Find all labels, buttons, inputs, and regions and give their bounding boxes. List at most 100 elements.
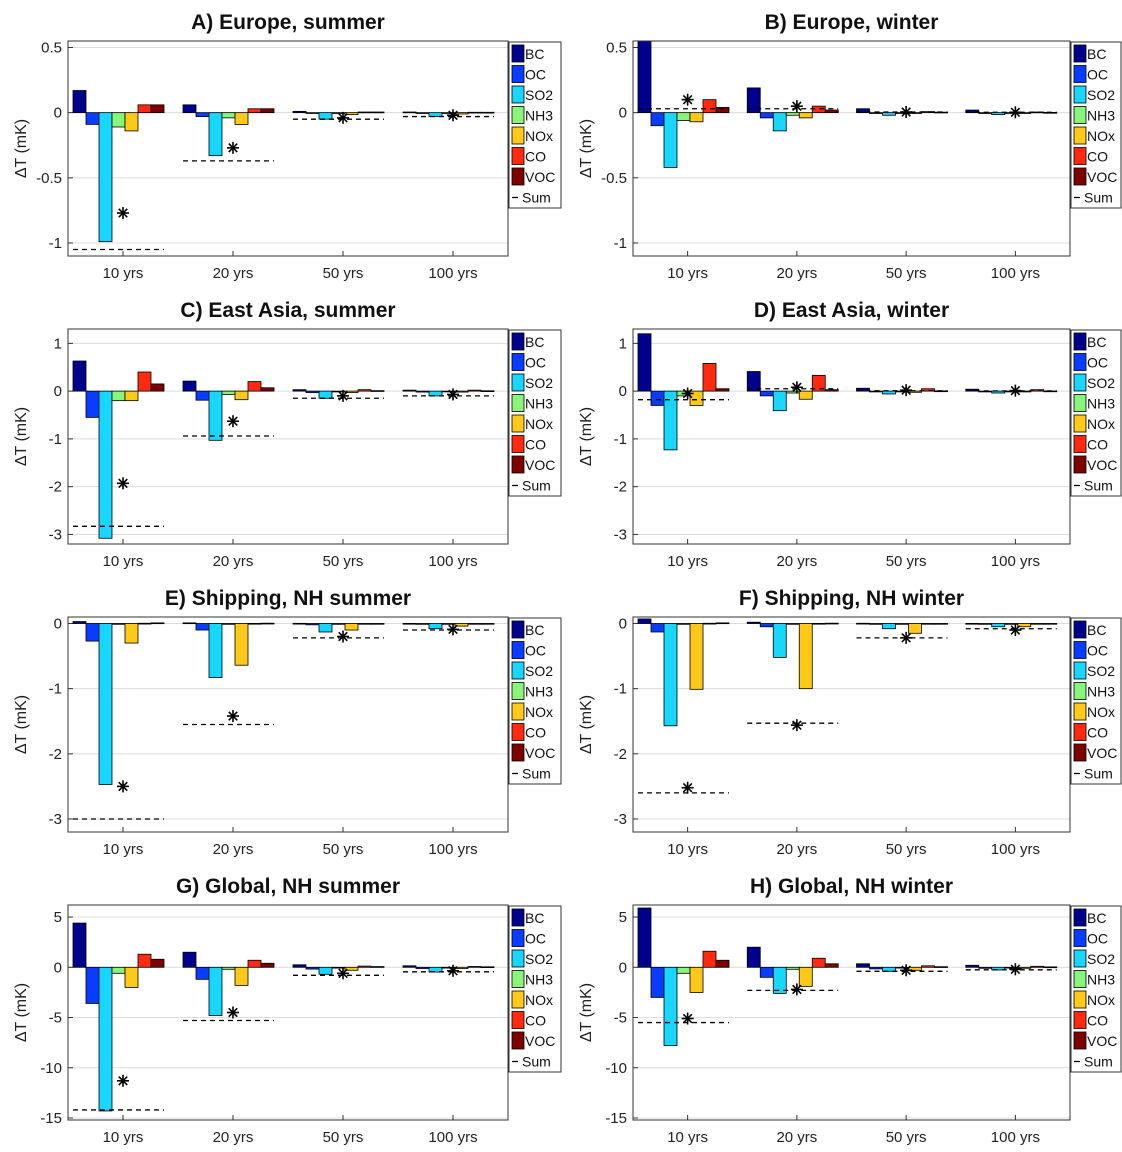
bar-voc [150,958,165,968]
legend-swatch-voc [511,743,525,762]
legend-label: VOC [525,1033,555,1049]
star-marker [117,477,129,490]
legend-label: Sum [522,1054,551,1070]
y-tick-label: -0.5 [601,170,627,187]
bar-bc [72,360,87,392]
legend-swatch-co [1073,435,1087,453]
y-tick-label: -1 [614,431,627,448]
panel-title: E) Shipping, NH summer [165,587,411,610]
plot-area [633,617,1070,832]
legend: BC OC SO2 NH3 NOx CO VOC Sum [508,617,562,785]
legend-label: OC [1087,355,1108,371]
bar-so2 [208,390,223,441]
legend-swatch-voc [1073,743,1087,762]
bar-nox [124,623,139,644]
bar-voc [260,622,275,625]
bar-bc [72,90,87,114]
bar-nh3 [785,966,800,970]
star-stroke [682,1013,693,1024]
bar-co [811,957,826,968]
legend-label: BC [525,622,544,638]
bar-co [811,622,826,625]
bar-voc [370,966,385,968]
legend-swatch-voc [1073,455,1087,474]
legend-swatch-bc [511,44,525,63]
bar-nh3 [676,623,691,625]
star-marker [227,710,239,723]
legend-label: NOx [525,128,553,144]
bar-voc [824,109,839,114]
bar-co [1030,965,1045,968]
bar-so2 [428,390,443,397]
star-stroke [118,478,128,489]
legend-swatch-co [1073,1011,1087,1029]
bar-bc [402,111,417,114]
panel-title: H) Global, NH winter [750,875,953,898]
x-tick-label: 50 yrs [323,553,364,570]
star-stroke [228,1007,238,1018]
bar-nox [344,966,359,971]
plot-border [67,40,509,257]
bar-co [137,104,152,114]
legend-swatch-voc [1073,167,1087,186]
star-stroke [682,782,693,793]
star-stroke [1010,625,1021,635]
bar-oc [85,112,100,125]
bar-voc [150,622,165,625]
bar-bc [72,621,87,624]
legend-label: SO2 [525,87,553,103]
star-stroke [682,388,693,399]
bar-bc [292,964,307,968]
legend-label: BC [1087,622,1106,638]
legend-label: OC [525,67,546,83]
bar-so2 [318,966,333,975]
bar-oc [305,623,320,626]
legend-swatch-nh3 [1073,970,1087,988]
legend-label: CO [1087,725,1108,741]
star-stroke [901,965,911,976]
legend-label: OC [1087,67,1108,83]
legend-label: NH3 [1087,396,1115,412]
x-tick-label: 100 yrs [991,1129,1040,1146]
legend-label: OC [1087,643,1108,659]
panel-title: D) East Asia, winter [754,299,949,322]
plot-border [632,616,1071,833]
bar-oc [305,112,320,114]
panel-title: C) East Asia, summer [180,299,395,322]
star-marker [117,780,129,793]
bar-voc [715,388,730,392]
bar-nh3 [785,623,800,625]
y-tick-label: 5 [619,909,627,926]
bar-so2 [991,966,1006,971]
legend-swatch-oc [511,65,525,83]
y-axis-label: ΔT (mK) [13,983,30,1042]
bar-voc [260,962,275,968]
panel-title: G) Global, NH summer [176,875,400,898]
star-stroke [1010,385,1021,396]
bar-co [357,389,372,392]
x-tick-label: 20 yrs [213,1129,254,1146]
legend-label: NOx [525,416,553,432]
bar-so2 [428,623,443,630]
legend-swatch-so2 [511,661,525,680]
legend-label: CO [525,149,546,165]
legend-label: BC [525,910,544,926]
legend-label: SO2 [525,663,553,679]
panel-4: 0 -1 -2 -3 10 yrs 20 yrs 50 yrs 100 yrs E) Shipp… [13,587,562,858]
y-tick-label: 0 [619,616,627,633]
bar-so2 [98,966,113,1112]
legend-label: NH3 [525,684,553,700]
legend-swatch-bc [1073,44,1087,63]
legend-label: SO2 [1087,663,1115,679]
bar-bc [856,622,870,625]
bar-co [357,111,372,114]
bar-oc [869,966,883,970]
panel-title: A) Europe, summer [191,11,385,34]
x-tick-label: 10 yrs [667,553,708,570]
x-tick-label: 20 yrs [213,841,254,858]
bar-co [137,371,152,392]
star-marker [681,387,694,400]
bar-bc [746,946,761,968]
x-tick-label: 50 yrs [886,265,927,282]
star-marker [447,623,459,636]
